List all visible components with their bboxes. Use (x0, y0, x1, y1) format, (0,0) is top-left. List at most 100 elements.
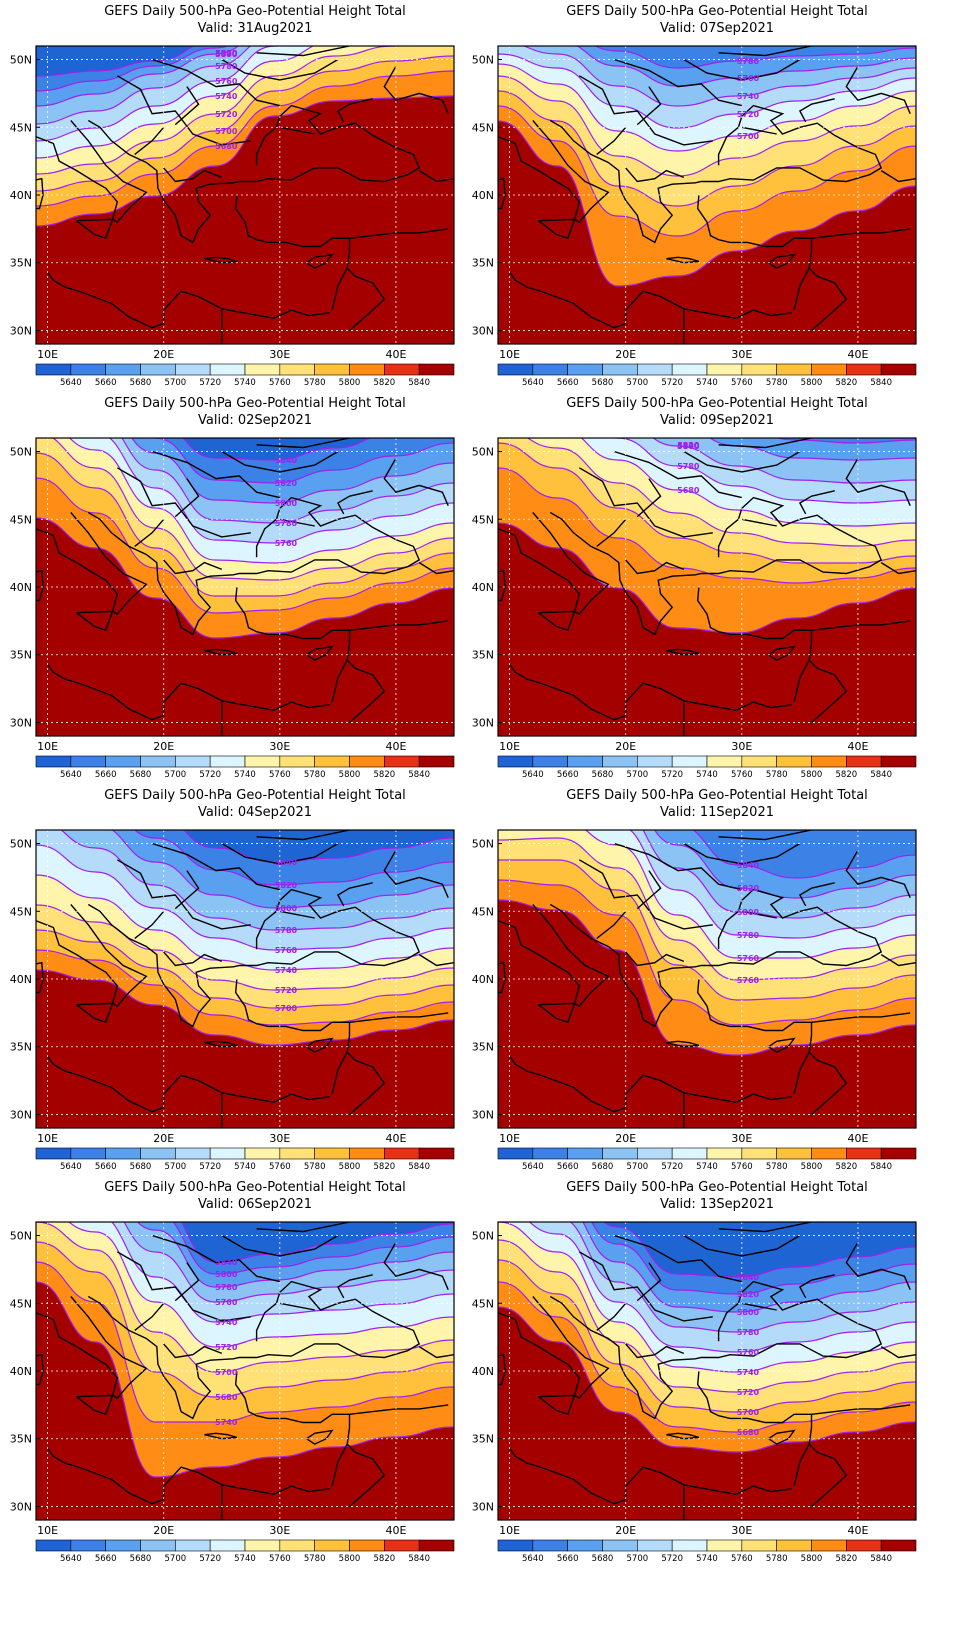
coastline (596, 910, 627, 939)
colorbar-label: 5840 (870, 1554, 892, 1564)
coastline (221, 58, 339, 81)
contour-label: 5780 (737, 931, 760, 940)
contour-label: 5840 (737, 1273, 760, 1282)
colorbar-label: 5660 (557, 1554, 579, 1564)
colorbar-swatch (384, 1539, 420, 1552)
colorbar-swatch (671, 1147, 708, 1160)
lat-label: 40N (472, 1365, 494, 1378)
lat-label: 30N (10, 1500, 32, 1513)
lat-label: 35N (10, 1041, 32, 1054)
coastline (279, 518, 315, 527)
colorbar-label: 5780 (304, 378, 326, 388)
lon-label: 20E (615, 740, 636, 753)
contour-line (528, 1222, 916, 1353)
contour-label: 5740 (215, 1318, 238, 1327)
contour-line (68, 438, 454, 564)
colorbar-label: 5700 (165, 1162, 187, 1172)
height-band-max (498, 900, 916, 1128)
coastline (613, 1234, 742, 1283)
coastline (718, 1222, 812, 1233)
lat-label: 30N (472, 324, 494, 337)
colorbar-swatch (349, 1539, 385, 1552)
colorbar-swatch (244, 363, 281, 376)
lat-label: 35N (472, 257, 494, 270)
lat-label: 45N (472, 513, 494, 526)
coastline (768, 253, 796, 269)
colorbar-label: 5800 (339, 1554, 361, 1564)
contour-line (629, 830, 916, 939)
coastline (538, 218, 576, 240)
colorbar-swatch (314, 1539, 350, 1552)
coastline (549, 104, 883, 244)
colorbar-label: 5720 (661, 378, 683, 388)
colorbar-swatch (567, 755, 603, 768)
coastline (880, 954, 916, 967)
height-band-max (36, 518, 454, 736)
contour-line (36, 844, 454, 951)
colorbar-swatch (70, 363, 106, 376)
coastline (578, 859, 713, 930)
coastline (76, 218, 114, 240)
panel-valid-date: Valid: 11Sep2021 (660, 805, 774, 820)
coastline (116, 467, 251, 538)
map-panel: GEFS Daily 500-hPa Geo-Potential Height … (0, 1176, 482, 1586)
contour-line (36, 55, 454, 192)
lat-label: 30N (472, 1500, 494, 1513)
contour-label: 5820 (737, 884, 760, 893)
contour-line (498, 1281, 916, 1433)
contour-label: 5800 (215, 50, 238, 59)
lon-label: 10E (37, 348, 58, 361)
lat-label: 50N (472, 1230, 494, 1243)
coastline (666, 1432, 700, 1440)
lon-label: 40E (385, 740, 406, 753)
coastline (76, 610, 114, 632)
contour-label: 5840 (737, 861, 760, 870)
colorbar-label: 5700 (627, 1162, 649, 1172)
colorbar-label: 5720 (199, 378, 221, 388)
coastline (418, 954, 454, 967)
colorbar-label: 5660 (557, 770, 579, 780)
lat-label: 35N (10, 257, 32, 270)
colorbar-swatch (175, 363, 211, 376)
colorbar-swatch (349, 755, 385, 768)
coastline (116, 859, 251, 930)
lon-label: 10E (37, 1132, 58, 1145)
panel-title: GEFS Daily 500-hPa Geo-Potential Height … (566, 4, 868, 19)
coastline (808, 1443, 848, 1508)
contour-label: 5760 (215, 77, 238, 86)
contour-line (692, 830, 916, 879)
colorbar-swatch (811, 1147, 847, 1160)
contour-line (36, 1241, 454, 1398)
coastline (383, 65, 449, 114)
contour-line (123, 1222, 454, 1303)
coastline (808, 267, 848, 332)
colorbar-label: 5780 (766, 1162, 788, 1172)
coastline (683, 1234, 801, 1257)
colorbar-label: 5780 (304, 770, 326, 780)
coastline (596, 518, 627, 547)
colorbar-label: 5800 (801, 770, 823, 780)
contour-label: 5720 (737, 1388, 760, 1397)
coastline (498, 177, 506, 210)
colorbar-swatch (349, 363, 385, 376)
contour-label: 5800 (215, 1270, 238, 1279)
colorbar-swatch (706, 363, 743, 376)
colorbar-swatch (140, 1539, 176, 1552)
contour-label: 5820 (275, 479, 298, 488)
coastline (880, 562, 916, 575)
colorbar-label: 5820 (836, 770, 858, 780)
height-band-max (498, 523, 916, 736)
coastline (87, 104, 421, 244)
coastline (666, 1040, 700, 1048)
colorbar-swatch (741, 1147, 777, 1160)
contour-line (498, 1259, 916, 1413)
colorbar-label: 5760 (269, 1162, 291, 1172)
contour-label: 5680 (215, 1393, 238, 1402)
colorbar-label: 5800 (801, 378, 823, 388)
height-map: 5760 5780 5800 5820 5840 50N 45N 40N 35N 30N 10E 20… (10, 437, 455, 780)
contour-line (36, 46, 410, 175)
panel-valid-date: Valid: 13Sep2021 (660, 1197, 774, 1212)
coastline (418, 562, 454, 575)
